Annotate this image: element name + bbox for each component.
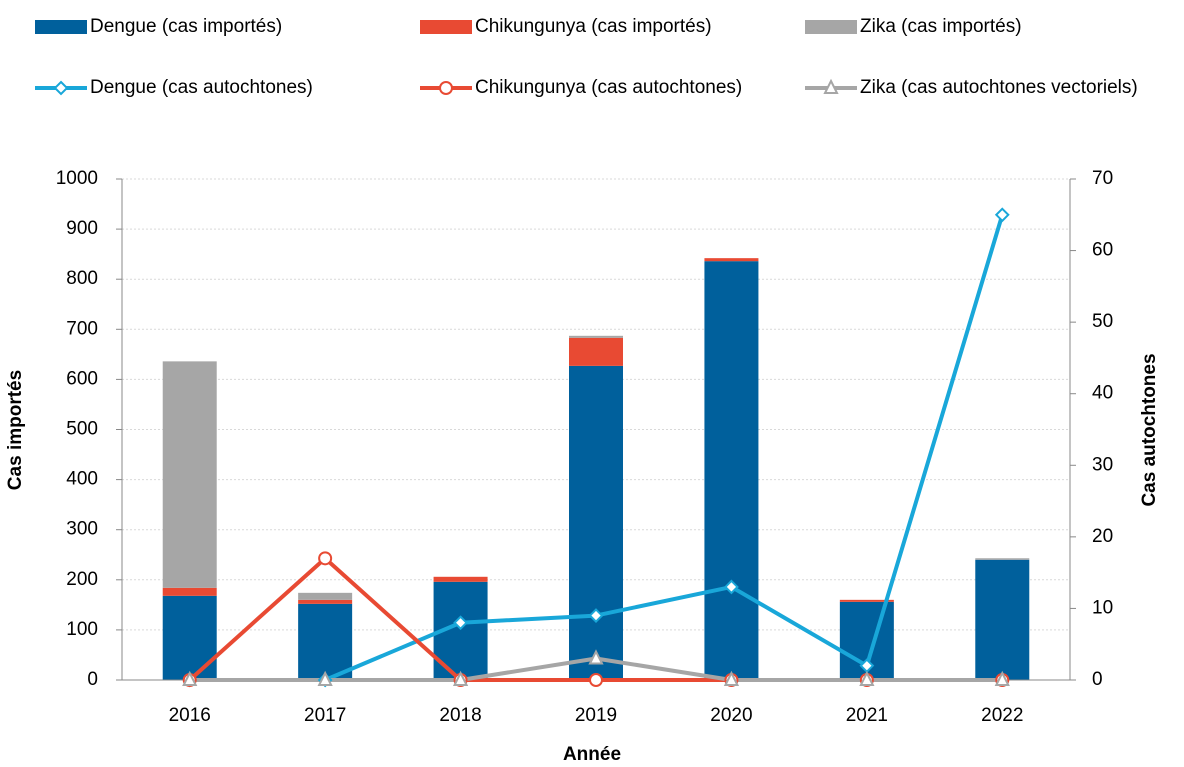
legend-swatch [420,20,472,34]
legend-label: Chikungunya (cas autochtones) [475,77,742,98]
legend-marker [53,80,69,96]
line-marker [724,579,739,595]
bar [162,587,217,596]
bar [298,599,353,604]
line-marker [994,670,1010,686]
y-tick-label: 1000 [56,168,98,189]
line-marker [589,673,603,687]
bar [162,361,217,588]
line-marker [182,670,198,686]
bar [704,261,759,680]
y2-tick-label: 60 [1092,240,1113,261]
legend-swatch [35,20,87,34]
bar [704,258,759,262]
line-marker [318,551,333,566]
y2-tick-label: 0 [1092,669,1103,690]
y2-axis-label: Cas autochtones [1139,353,1160,506]
legend-label: Zika (cas autochtones vectoriels) [860,77,1138,98]
y-tick-label: 500 [66,419,98,440]
bar [975,559,1030,680]
x-tick-label: 2022 [981,705,1023,726]
y2-tick-label: 40 [1092,383,1113,404]
bar [569,335,623,338]
legend-label: Zika (cas importés) [860,16,1022,37]
y2-tick-label: 30 [1092,454,1113,475]
x-tick-label: 2017 [304,705,346,726]
line-marker [317,670,333,686]
x-tick-label: 2016 [169,705,211,726]
x-tick-label: 2018 [439,705,481,726]
x-axis-label: Année [563,744,621,765]
bar [433,576,488,582]
line-marker [994,207,1010,223]
legend-marker [439,81,453,95]
legend-swatch [805,20,857,34]
legend-label: Dengue (cas autochtones) [90,77,313,98]
y-tick-label: 700 [66,318,98,339]
line-marker [453,615,468,631]
y-tick-label: 100 [66,619,98,640]
legend-label: Chikungunya (cas importés) [475,16,712,37]
y-tick-label: 300 [66,519,98,540]
bar [975,558,1030,560]
y-tick-label: 900 [66,218,98,239]
y-tick-label: 400 [66,469,98,490]
bar [839,599,894,602]
y-tick-label: 200 [66,569,98,590]
y-tick-label: 800 [66,268,98,289]
line-marker [588,608,604,623]
bar [569,337,623,366]
bar [298,592,353,600]
y-tick-label: 600 [66,368,98,389]
line-marker [859,670,875,686]
y2-tick-label: 50 [1092,311,1113,332]
bar [298,603,353,680]
x-tick-label: 2021 [846,705,888,726]
legend-marker [823,78,839,94]
y-axis-label: Cas importés [5,370,26,490]
line-marker [588,649,604,665]
y2-tick-label: 10 [1092,597,1113,618]
x-tick-label: 2020 [710,705,752,726]
x-tick-label: 2019 [575,705,617,726]
y2-tick-label: 20 [1092,526,1113,547]
y-tick-label: 0 [87,669,98,690]
legend-label: Dengue (cas importés) [90,16,282,37]
bar [162,595,217,680]
line-marker [723,670,740,686]
line-marker [452,670,469,686]
y2-tick-label: 70 [1092,168,1113,189]
bar [569,365,623,680]
